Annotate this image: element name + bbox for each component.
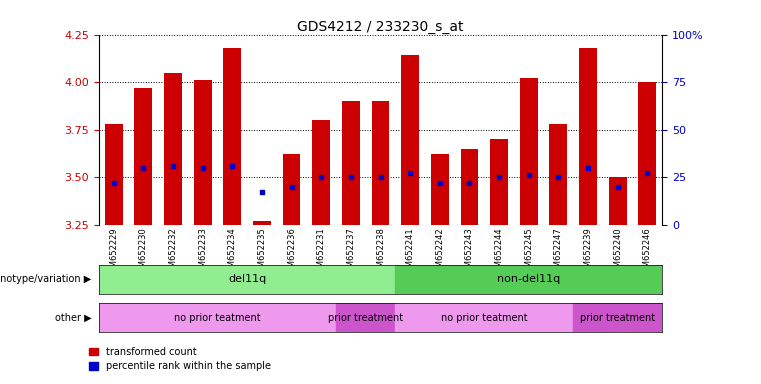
Text: non-del11q: non-del11q [497, 274, 560, 285]
Bar [99, 265, 395, 294]
Bar [579, 48, 597, 225]
Legend: transformed count, percentile rank within the sample: transformed count, percentile rank withi… [88, 347, 271, 371]
Text: prior treatment: prior treatment [328, 313, 403, 323]
Bar [164, 73, 182, 225]
Text: prior treatment: prior treatment [580, 313, 655, 323]
Bar [549, 124, 567, 225]
Bar [342, 101, 360, 225]
Bar [431, 154, 449, 225]
Bar [490, 139, 508, 225]
Title: GDS4212 / 233230_s_at: GDS4212 / 233230_s_at [298, 20, 463, 33]
Bar [282, 154, 301, 225]
Text: del11q: del11q [228, 274, 266, 285]
Bar [401, 55, 419, 225]
Bar [105, 124, 123, 225]
Bar [609, 177, 626, 225]
Bar [573, 303, 662, 332]
Bar [395, 265, 662, 294]
Bar [253, 221, 271, 225]
Bar [312, 120, 330, 225]
Text: no prior teatment: no prior teatment [441, 313, 527, 323]
Bar [194, 80, 212, 225]
Text: other ▶: other ▶ [55, 313, 91, 323]
Bar [371, 101, 390, 225]
Bar [395, 303, 573, 332]
Bar [336, 303, 395, 332]
Bar [224, 48, 241, 225]
Bar [638, 82, 656, 225]
Bar [135, 88, 152, 225]
Text: no prior teatment: no prior teatment [174, 313, 261, 323]
Bar [520, 78, 537, 225]
Bar [99, 303, 336, 332]
Text: genotype/variation ▶: genotype/variation ▶ [0, 274, 91, 285]
Bar [460, 149, 479, 225]
